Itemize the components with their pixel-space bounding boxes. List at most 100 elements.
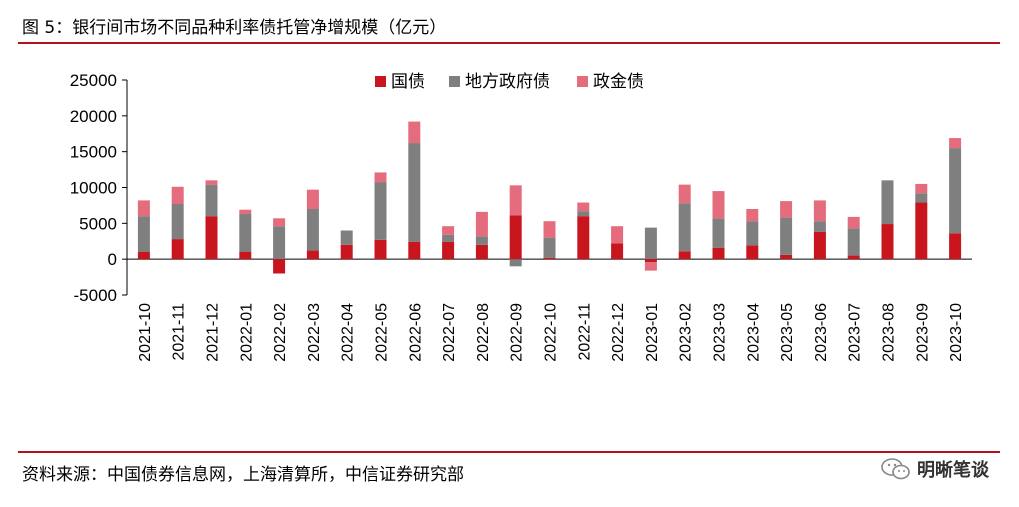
bar-segment [239, 252, 252, 260]
bar-segment [949, 233, 962, 260]
bar-segment [813, 221, 826, 232]
bar-segment [408, 241, 421, 260]
bar-segment [273, 218, 286, 227]
bar-segment [205, 216, 218, 260]
x-tick-label: 2023-07 [847, 303, 864, 362]
footer-rule [18, 451, 1000, 453]
legend-swatch [449, 76, 460, 87]
bar-segment [746, 209, 759, 222]
bar-segment [509, 215, 522, 260]
bar-segment [475, 211, 488, 237]
figure-title: 图 5：银行间市场不同品种利率债托管净增规模（亿元） [22, 18, 447, 38]
brand-name: 明晰笔谈 [917, 460, 989, 481]
x-tick-label: 2023-05 [779, 303, 796, 362]
bar-segment [678, 251, 691, 260]
bar-segment [137, 252, 150, 260]
x-tick-label: 2022-06 [407, 303, 424, 362]
bar-segment [644, 259, 657, 263]
bar-segment [408, 121, 421, 144]
x-tick-label: 2023-06 [813, 303, 830, 362]
bar-segment [780, 201, 793, 218]
x-tick-label: 2022-07 [441, 303, 458, 362]
x-tick-label: 2022-01 [238, 303, 255, 362]
x-tick-label: 2023-09 [914, 303, 931, 362]
bar-segment [408, 143, 421, 242]
y-tick-label: 5000 [79, 214, 117, 233]
legend-label: 国债 [391, 72, 425, 92]
bar-segment [746, 221, 759, 246]
bar-segment [475, 244, 488, 260]
legend-swatch [375, 76, 386, 87]
brand-badge: 明晰笔谈 [881, 456, 989, 482]
wechat-icon [881, 458, 910, 480]
y-tick-label: 0 [108, 250, 117, 269]
bar-segment [171, 203, 184, 240]
y-tick-label: 10000 [70, 179, 117, 198]
bar-segment [780, 217, 793, 255]
bar-segment [475, 236, 488, 245]
bar-segment [746, 245, 759, 260]
x-tick-label: 2022-02 [272, 303, 289, 362]
bar-segment [239, 209, 252, 215]
x-tick-label: 2021-12 [205, 303, 222, 362]
bar-segment [678, 203, 691, 252]
bar-segment [915, 183, 928, 194]
x-tick-label: 2022-09 [509, 303, 526, 362]
bar-segment [137, 200, 150, 217]
x-tick-label: 2021-10 [137, 303, 154, 362]
bar-segment [678, 184, 691, 204]
bar-segment [205, 180, 218, 185]
stacked-bar-chart: -5000 0 5000 10000 15000 20000 25000 2021-10 202… [70, 71, 972, 362]
x-tick-label: 2022-04 [340, 303, 357, 362]
bar-segment [611, 243, 624, 260]
bar-segment [577, 216, 590, 260]
bar-segment [881, 224, 894, 260]
y-tick-label: 20000 [70, 107, 117, 126]
bar-segment [205, 184, 218, 217]
bar-segment [171, 186, 184, 204]
x-tick-label: 2022-10 [543, 303, 560, 362]
y-tick-label: 25000 [70, 71, 117, 90]
x-tick-label: 2023-01 [644, 303, 661, 362]
y-tick-label: 15000 [70, 143, 117, 162]
legend-swatch [577, 76, 588, 87]
bar-segment [712, 247, 725, 260]
bar-segment [644, 227, 657, 260]
x-tick-label: 2023-04 [745, 303, 762, 362]
bar-segment [644, 262, 657, 271]
bar-segment [442, 241, 455, 260]
bar-segment [847, 228, 860, 256]
source-note: 资料来源：中国债券信息网，上海清算所，中信证券研究部 [22, 465, 464, 485]
bar-segment [273, 226, 286, 260]
bar-segment [543, 237, 556, 258]
bar-segment [239, 214, 252, 252]
bar-segment [949, 148, 962, 234]
bar-segment [543, 257, 556, 260]
bar-segment [881, 180, 894, 225]
x-tick-label: 2022-12 [610, 303, 627, 362]
y-tick-label: -5000 [74, 286, 117, 305]
bar-segment [780, 254, 793, 260]
bar-segment [306, 209, 319, 251]
bar-segment [949, 138, 962, 149]
bar-segment [847, 216, 860, 229]
x-tick-label: 2023-02 [678, 303, 695, 362]
x-tick-label: 2021-11 [171, 303, 188, 361]
bar-segment [340, 230, 353, 245]
bar-segment [712, 191, 725, 219]
bar-segment [374, 172, 387, 183]
legend-label: 地方政府债 [465, 72, 550, 92]
bar-segment [847, 255, 860, 260]
bar-segment [577, 202, 590, 212]
bar-segment [442, 226, 455, 235]
x-tick-label: 2022-08 [475, 303, 492, 362]
bar-segment [915, 193, 928, 203]
bar-segment [273, 259, 286, 274]
bar-segment [509, 259, 522, 267]
x-tick-label: 2022-11 [576, 303, 593, 361]
bar-segment [509, 185, 522, 216]
bar-segment [915, 202, 928, 260]
bar-segment [306, 250, 319, 260]
title-rule [18, 42, 1000, 44]
bar-segment [340, 244, 353, 260]
